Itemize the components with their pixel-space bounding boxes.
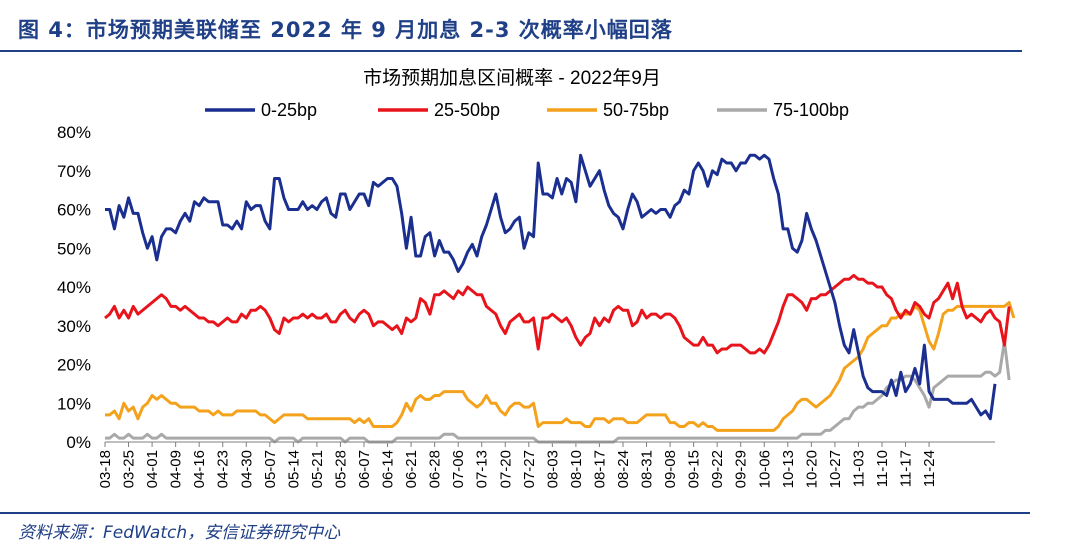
x-tick-label: 08-03 (544, 450, 561, 488)
x-tick-label: 10-13 (780, 450, 797, 488)
probability-line-chart: 市场预期加息区间概率 - 2022年9月 0-25bp 25-50bp 50-75b… (57, 67, 1016, 488)
x-axis-ticks: 03-18 03-25 04-01 04-09 04-16 04-23 04-30 05-07… (97, 442, 938, 488)
x-tick-label: 09-22 (709, 450, 726, 488)
x-tick-label: 03-18 (97, 450, 114, 488)
chart-legend: 0-25bp 25-50bp 50-75bp 75-100bp (205, 100, 849, 120)
x-tick-label: 07-27 (521, 450, 538, 488)
x-tick-label: 09-15 (686, 450, 703, 488)
y-tick-label: 20% (57, 356, 91, 375)
x-tick-label: 08-10 (568, 450, 585, 488)
chart-title: 市场预期加息区间概率 - 2022年9月 (363, 67, 661, 89)
x-tick-label: 04-30 (238, 450, 255, 488)
y-tick-label: 40% (57, 278, 91, 297)
x-tick-label: 04-23 (215, 450, 232, 488)
x-tick-label: 11-17 (898, 450, 915, 487)
series-line-50-75bp (105, 301, 1016, 432)
x-tick-label: 08-24 (615, 450, 632, 488)
y-tick-label: 60% (57, 201, 91, 220)
header-rule (0, 50, 1022, 52)
x-tick-label: 10-20 (803, 450, 820, 488)
x-tick-label: 09-08 (662, 450, 679, 488)
x-tick-label: 04-16 (191, 450, 208, 488)
x-tick-label: 06-14 (380, 450, 397, 488)
y-axis-ticks: 0% 10% 20% 30% 40% 50% 60% 70% 80% (57, 123, 91, 452)
x-tick-label: 09-29 (733, 450, 750, 488)
x-tick-label: 06-28 (427, 450, 444, 488)
y-tick-label: 50% (57, 239, 91, 258)
footer-rule (0, 512, 1030, 514)
series-line-25-50bp (104, 273, 1011, 355)
figure-title: 图 4：市场预期美联储至 2022 年 9 月加息 2-3 次概率小幅回落 (18, 18, 673, 42)
x-tick-label: 03-25 (121, 450, 138, 488)
x-tick-label: 04-01 (144, 450, 161, 488)
series-lines (104, 153, 1016, 444)
x-tick-label: 05-21 (309, 450, 326, 488)
x-tick-label: 07-20 (497, 450, 514, 488)
x-tick-label: 06-21 (403, 450, 420, 488)
x-tick-label: 05-07 (262, 450, 279, 488)
y-tick-label: 70% (57, 162, 91, 181)
legend-label-50-75bp: 50-75bp (603, 100, 669, 120)
x-tick-label: 11-10 (874, 450, 891, 487)
x-tick-label: 07-13 (474, 450, 491, 488)
x-tick-label: 04-09 (168, 450, 185, 488)
x-tick-label: 08-31 (639, 450, 656, 488)
y-tick-label: 80% (57, 123, 91, 142)
legend-label-25-50bp: 25-50bp (434, 100, 500, 120)
x-tick-label: 07-06 (450, 450, 467, 488)
x-tick-label: 05-28 (332, 450, 349, 488)
x-tick-label: 11-24 (921, 450, 938, 487)
x-tick-label: 08-17 (591, 450, 608, 488)
x-tick-label: 05-14 (285, 450, 302, 488)
y-tick-label: 10% (57, 394, 91, 413)
y-tick-label: 0% (66, 433, 91, 452)
series-line-0-25bp (105, 153, 997, 421)
x-tick-label: 10-27 (827, 450, 844, 488)
legend-label-75-100bp: 75-100bp (773, 100, 849, 120)
source-note: 资料来源：FedWatch，安信证券研究中心 (18, 523, 341, 543)
x-tick-label: 11-03 (850, 450, 867, 487)
y-tick-label: 30% (57, 317, 91, 336)
legend-label-0-25bp: 0-25bp (261, 100, 317, 120)
x-tick-label: 10-06 (756, 450, 773, 488)
x-tick-label: 06-07 (356, 450, 373, 488)
